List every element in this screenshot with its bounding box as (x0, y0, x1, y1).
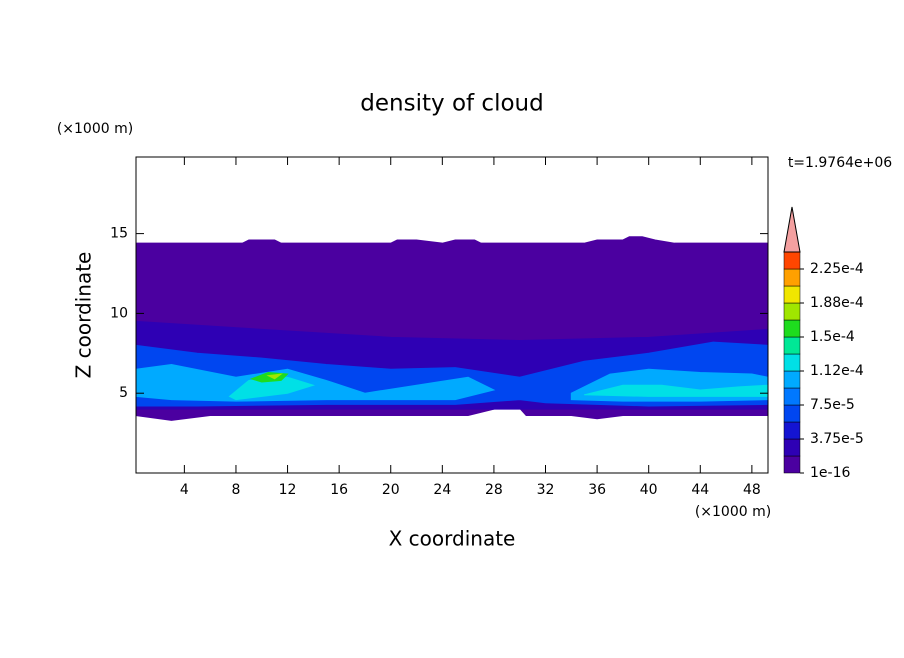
colorbar-tick-label: 7.5e-5 (810, 397, 855, 413)
x-tick-label: 40 (640, 482, 658, 498)
x-axis-label: X coordinate (389, 527, 516, 551)
x-unit: (×1000 m) (695, 504, 771, 520)
chart-title: density of cloud (360, 91, 543, 117)
colorbar-band (783, 268, 801, 287)
colorbar-band (783, 404, 801, 423)
x-tick-label: 8 (231, 482, 240, 498)
contour-region (135, 363, 496, 402)
colorbar-tick-label: 1e-16 (810, 465, 850, 481)
x-tick-label: 48 (743, 482, 761, 498)
x-tick-label: 28 (485, 482, 503, 498)
x-tick-label: 32 (537, 482, 555, 498)
colorbar-tick-label: 1.88e-4 (810, 295, 864, 311)
colorbar-tick-label: 2.25e-4 (810, 261, 864, 277)
colorbar-band (783, 336, 801, 355)
time-label: t=1.9764e+06 (788, 155, 892, 171)
colorbar-tick-label: 1.5e-4 (810, 329, 855, 345)
x-tick-label: 44 (691, 482, 709, 498)
colorbar-band (783, 302, 801, 321)
colorbar-extend (783, 206, 801, 253)
colorbar-band (783, 353, 801, 372)
x-tick-label: 4 (180, 482, 189, 498)
colorbar-tick-label: 1.12e-4 (810, 363, 864, 379)
y-tick-label: 10 (110, 305, 128, 321)
colorbar-band (783, 421, 801, 440)
colorbar-band (783, 251, 801, 270)
x-tick-label: 24 (433, 482, 451, 498)
colorbar-tick-label: 3.75e-5 (810, 431, 864, 447)
plot-frame (135, 156, 769, 474)
x-tick-label: 16 (330, 482, 348, 498)
colorbar-band (783, 370, 801, 389)
x-tick-label: 20 (382, 482, 400, 498)
colorbar-band (783, 285, 801, 304)
y-tick-label: 15 (110, 226, 128, 242)
colorbar-band (783, 438, 801, 457)
contour-region (266, 373, 283, 380)
y-unit: (×1000 m) (57, 121, 133, 137)
colorbar-band (783, 387, 801, 406)
contour-region (228, 376, 316, 401)
contour-region (584, 384, 769, 397)
y-tick-label: 5 (119, 385, 128, 401)
x-tick-label: 36 (588, 482, 606, 498)
colorbar-band (783, 455, 801, 474)
x-tick-label: 12 (279, 482, 297, 498)
y-axis-label: Z coordinate (72, 252, 96, 379)
colorbar-band (783, 319, 801, 338)
